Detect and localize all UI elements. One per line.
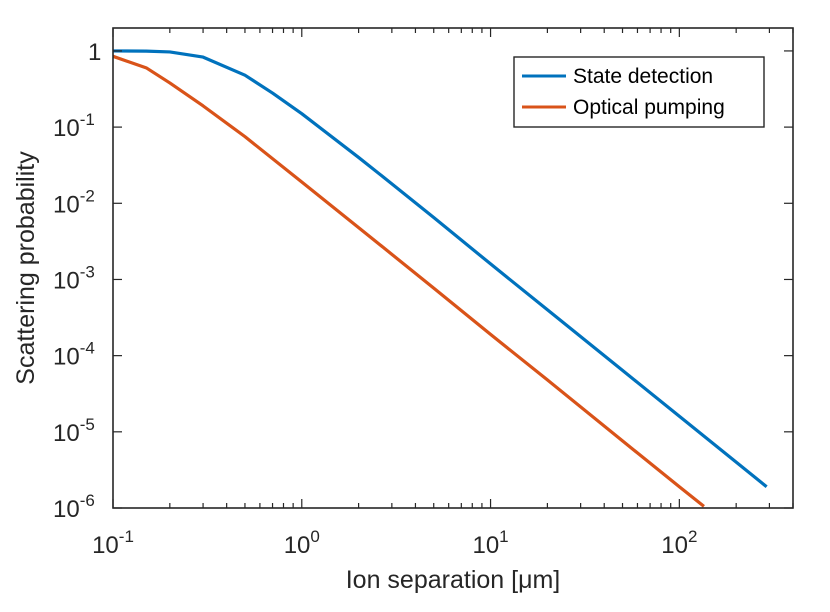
legend: State detection Optical pumping: [513, 56, 765, 128]
x-axis-title: Ion separation [μm]: [346, 566, 561, 594]
y-tick-label: 10-4: [53, 339, 95, 371]
y-tick-label: 10-3: [53, 262, 95, 294]
y-tick-label: 1: [88, 39, 101, 66]
x-tick-label: 102: [661, 527, 697, 559]
y-tick-label: 10-6: [53, 491, 95, 523]
x-tick-labels: 10-1 100 101 102: [92, 527, 697, 559]
plot-frame: [112, 27, 794, 509]
x-tick-label: 100: [284, 527, 320, 559]
y-tick-label: 10-5: [53, 415, 95, 447]
series-layer: [112, 49, 768, 508]
x-tick-label: 10-1: [92, 527, 134, 559]
y-axis-title: Scattering probability: [12, 151, 40, 385]
y-tick-label: 10-2: [53, 186, 95, 218]
series-line-optical-pumping: [112, 54, 705, 508]
legend-box: [513, 56, 765, 128]
x-tick-label: 101: [472, 527, 508, 559]
legend-label-optical-pumping: Optical pumping: [573, 96, 725, 119]
legend-label-state-detection: State detection: [573, 65, 713, 88]
y-tick-label: 10-1: [53, 110, 95, 142]
y-tick-labels: 10-6 10-5 10-4 10-3 10-2 10-1 1: [53, 39, 101, 523]
series-line-state-detection: [112, 49, 768, 489]
